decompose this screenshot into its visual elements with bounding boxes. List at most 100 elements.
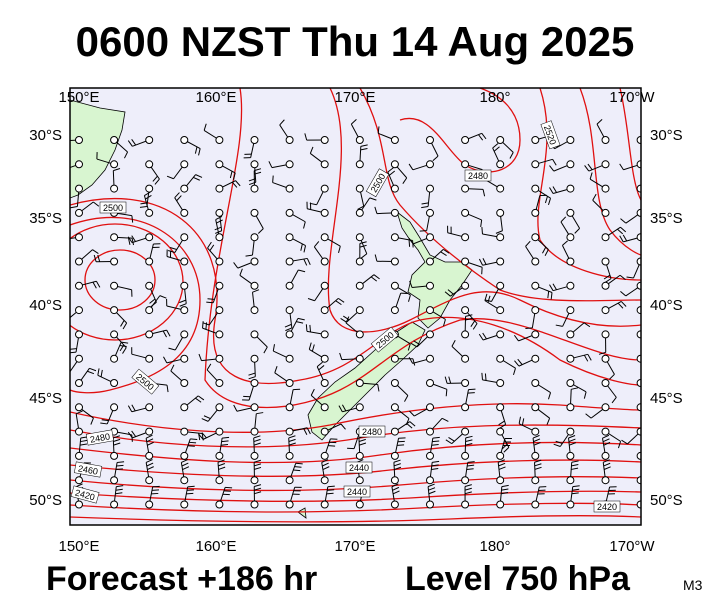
barb-feather (100, 369, 103, 377)
lon-label: 170°W (609, 538, 655, 555)
barb-feather (159, 295, 167, 299)
barb-feather (322, 462, 329, 467)
barb-feather (186, 492, 194, 495)
barb-feather (75, 410, 83, 415)
barb-station (75, 379, 83, 387)
barb-station (496, 403, 505, 412)
barb-feather (569, 442, 576, 446)
barb-station (461, 160, 470, 169)
barb-station (145, 233, 154, 242)
barb-station (180, 136, 189, 144)
barb-feather (179, 303, 187, 307)
barb-station (75, 403, 83, 412)
barb-feather (465, 443, 473, 446)
barb-station (355, 208, 364, 217)
barb-station (601, 184, 610, 193)
barb-station (426, 257, 434, 266)
barb-feather (293, 469, 301, 472)
barb-station (110, 257, 119, 266)
barb-station (496, 354, 505, 363)
barb-station (250, 330, 259, 339)
barb-station (426, 184, 434, 193)
barb-station (531, 208, 540, 217)
barb-feather (257, 228, 264, 234)
barb-feather (571, 460, 579, 463)
barb-feather (174, 192, 180, 199)
contour-label-text: 2420 (597, 502, 617, 512)
barb-feather (549, 165, 555, 172)
barb-feather (408, 239, 411, 247)
barb-station (215, 403, 224, 412)
barb-station (320, 233, 329, 242)
barb-station (566, 403, 575, 412)
barb-feather (419, 230, 427, 232)
barb-feather (222, 436, 230, 439)
barb-station (531, 451, 540, 460)
barb-feather (58, 233, 61, 239)
barb-feather (388, 170, 396, 176)
barb-station (320, 451, 329, 460)
barb-feather (357, 205, 364, 210)
contour-label: 2480 (85, 429, 114, 446)
barb-station (461, 330, 470, 339)
barb-station (285, 451, 294, 460)
barb-feather (220, 443, 229, 446)
barb-station (285, 208, 294, 217)
barb-station (426, 354, 434, 363)
barb-feather (203, 123, 207, 131)
barb-station (390, 208, 399, 217)
contour-label-text: 2440 (349, 463, 369, 473)
barb-station (355, 403, 364, 412)
barb-feather (560, 216, 567, 223)
barb-feather (410, 342, 418, 348)
barb-station (531, 160, 540, 169)
barb-station (496, 476, 505, 485)
barb-feather (253, 435, 261, 439)
barb-station (355, 160, 364, 169)
barb-station (355, 257, 364, 266)
barb-feather (393, 463, 401, 467)
barb-feather (308, 342, 312, 350)
barb-station (390, 451, 399, 460)
barb-feather (532, 434, 540, 439)
barb-feather (131, 404, 136, 412)
barb-feather (592, 193, 597, 201)
barb-feather (97, 254, 101, 262)
barb-feather (533, 442, 541, 446)
barb-station (496, 160, 505, 169)
barb-feather (481, 372, 483, 380)
barb-feather (92, 249, 99, 255)
barb-station (601, 330, 610, 339)
barb-station (531, 306, 540, 315)
barb-feather (428, 490, 436, 495)
barb-feather (190, 438, 198, 440)
barb-station (496, 500, 505, 509)
barb-feather (152, 175, 158, 182)
barb-station (390, 379, 399, 387)
barb-station (601, 476, 610, 485)
barb-station (145, 184, 154, 193)
barb-station (180, 160, 189, 169)
barb-feather (642, 153, 647, 158)
barb-feather (596, 118, 603, 125)
barb-feather (274, 366, 278, 373)
barb-feather (620, 226, 627, 233)
barb-station (601, 403, 610, 412)
barb-feather (195, 397, 202, 403)
barb-feather (602, 434, 610, 439)
barb-station (75, 257, 83, 266)
barb-feather (547, 198, 552, 206)
barb-feather (478, 258, 484, 266)
barb-feather (552, 283, 557, 290)
lat-label: 45°S (29, 390, 62, 407)
barb-station (250, 451, 259, 460)
barb-station (531, 136, 540, 144)
barb-feather (187, 485, 195, 488)
barb-feather (480, 219, 483, 227)
barb-feather (131, 430, 137, 437)
contour-label-text: 2480 (468, 171, 488, 181)
barb-station (461, 476, 470, 485)
barb-feather (598, 351, 606, 355)
barb-feather (431, 468, 439, 470)
barb-station (601, 306, 610, 315)
